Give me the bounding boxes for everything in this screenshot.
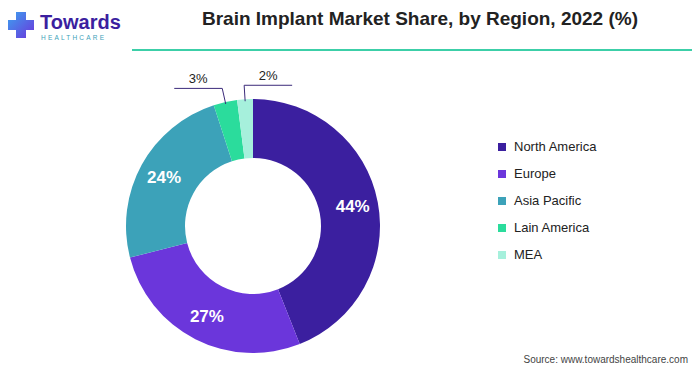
html-text:Europe: Europe xyxy=(514,166,556,181)
html-text:North America: North America xyxy=(514,139,597,154)
svg-text:24%: 24% xyxy=(147,168,181,187)
html-text:Source: www.towardshealthcare.: Source: www.towardshealthcare.com xyxy=(523,354,688,365)
html-text:MEA: MEA xyxy=(514,247,543,262)
svg-text:Towards: Towards xyxy=(40,11,121,33)
svg-text:44%: 44% xyxy=(336,197,370,216)
html-text:Brain Implant Market Share, by: Brain Implant Market Share, by Region, 2… xyxy=(202,8,638,29)
svg-text:27%: 27% xyxy=(190,307,224,326)
svg-text:3%: 3% xyxy=(189,71,208,86)
svg-text:HEALTHCARE: HEALTHCARE xyxy=(41,34,106,41)
html-text:Asia Pacific: Asia Pacific xyxy=(514,193,582,208)
html-text:Lain America: Lain America xyxy=(514,220,590,235)
svg-text:2%: 2% xyxy=(259,68,278,83)
